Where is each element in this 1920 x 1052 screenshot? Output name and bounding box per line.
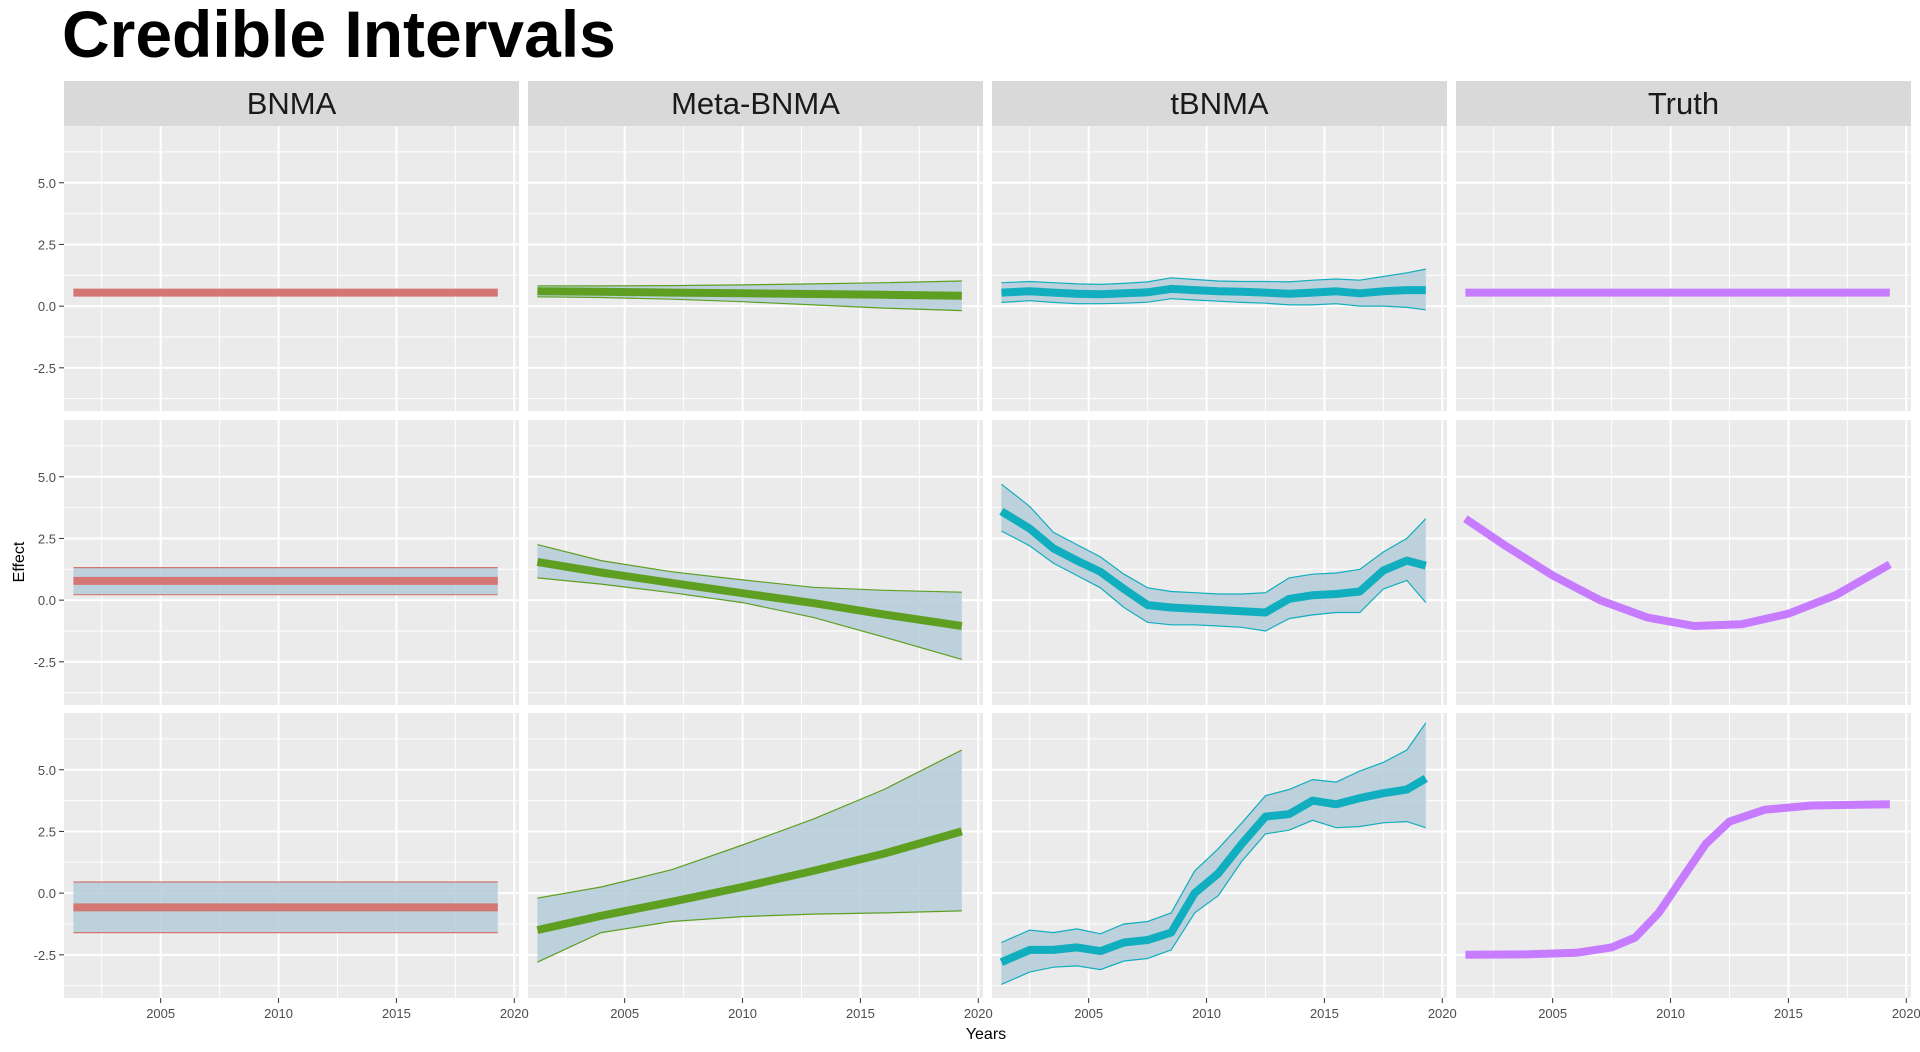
y-tick-label: 2.5 <box>38 531 56 546</box>
credible-band-meta-bnma <box>537 544 962 660</box>
panel-background <box>64 126 519 411</box>
panel-row1-tbnma <box>992 126 1447 411</box>
x-tick-label: 2010 <box>264 1006 293 1021</box>
x-tick-label: 2005 <box>1538 1006 1567 1021</box>
x-tick-label: 2010 <box>1192 1006 1221 1021</box>
panel-background <box>64 713 519 998</box>
panel-row1-meta-bnma <box>528 126 983 411</box>
x-tick-label: 2010 <box>728 1006 757 1021</box>
panel-row2-truth <box>1456 420 1911 705</box>
band-upper-edge <box>537 280 962 287</box>
band-lower-edge <box>1001 819 1426 985</box>
x-tick-label: 2015 <box>846 1006 875 1021</box>
band-lower-edge <box>537 910 962 963</box>
y-tick-label: 5.0 <box>38 470 56 485</box>
x-tick-label: 2020 <box>964 1006 993 1021</box>
band-lower-edge <box>1001 298 1426 311</box>
x-tick-label: 2005 <box>610 1006 639 1021</box>
y-tick-label: 0.0 <box>38 886 56 901</box>
panel-row2-tbnma <box>992 420 1447 705</box>
panel-row3-truth <box>1456 713 1911 998</box>
facet-label-tbnma: tBNMA <box>1170 86 1269 121</box>
series-line-tbnma <box>999 774 1428 966</box>
panel-row1-bnma <box>64 126 519 411</box>
facet-strip-truth <box>1456 81 1911 126</box>
band-upper-edge <box>537 749 963 899</box>
x-tick-label: 2015 <box>1774 1006 1803 1021</box>
facet-strip-meta-bnma <box>528 81 983 126</box>
series-line-meta-bnma <box>536 827 963 935</box>
facet-label-bnma: BNMA <box>247 86 337 121</box>
panel-background <box>1456 126 1911 411</box>
facet-strip-bnma <box>64 81 519 126</box>
series-line-meta-bnma <box>537 287 962 300</box>
x-tick-label: 2010 <box>1656 1006 1685 1021</box>
x-tick-label: 2020 <box>1892 1006 1920 1021</box>
y-tick-label: 0.0 <box>38 593 56 608</box>
series-line-meta-bnma <box>536 557 963 630</box>
facet-label-meta-bnma: Meta-BNMA <box>671 86 840 121</box>
x-tick-label: 2005 <box>146 1006 175 1021</box>
x-tick-label: 2005 <box>1074 1006 1103 1021</box>
panel-row3-meta-bnma <box>528 713 983 998</box>
y-tick-label: -2.5 <box>34 948 56 963</box>
band-upper-edge <box>537 544 962 593</box>
y-axis-title: Effect <box>11 541 28 582</box>
x-axis-title: Years <box>966 1026 1006 1043</box>
y-tick-label: 5.0 <box>38 176 56 191</box>
band-lower-edge <box>1001 530 1427 632</box>
series-line-truth <box>1463 515 1892 630</box>
band-upper-edge <box>1001 483 1427 595</box>
series-line-tbnma <box>999 507 1427 617</box>
facet-strip-tbnma <box>992 81 1447 126</box>
panel-background <box>992 126 1447 411</box>
band-upper-edge <box>1001 722 1427 944</box>
series-line-truth <box>1465 800 1890 959</box>
x-tick-label: 2015 <box>382 1006 411 1021</box>
y-tick-label: 0.0 <box>38 299 56 314</box>
panel-row1-truth <box>1456 126 1911 411</box>
panel-row3-bnma <box>64 713 519 998</box>
x-tick-label: 2015 <box>1310 1006 1339 1021</box>
y-tick-label: 2.5 <box>38 237 56 252</box>
series-line-tbnma <box>1001 284 1426 299</box>
panel-background <box>528 126 983 411</box>
panel-background <box>64 420 519 705</box>
panel-row2-bnma <box>64 420 519 705</box>
y-tick-label: 5.0 <box>38 763 56 778</box>
band-upper-edge <box>1001 268 1426 286</box>
band-lower-edge <box>537 577 962 660</box>
facet-label-truth: Truth <box>1648 86 1719 121</box>
panel-row3-tbnma <box>992 713 1447 998</box>
y-tick-label: 2.5 <box>38 824 56 839</box>
x-tick-label: 2020 <box>1428 1006 1457 1021</box>
panel-row2-meta-bnma <box>528 420 983 705</box>
band-lower-edge <box>537 296 962 312</box>
y-tick-label: -2.5 <box>34 361 56 376</box>
x-tick-label: 2020 <box>500 1006 529 1021</box>
y-tick-label: -2.5 <box>34 655 56 670</box>
page-title: Credible Intervals <box>62 0 616 71</box>
